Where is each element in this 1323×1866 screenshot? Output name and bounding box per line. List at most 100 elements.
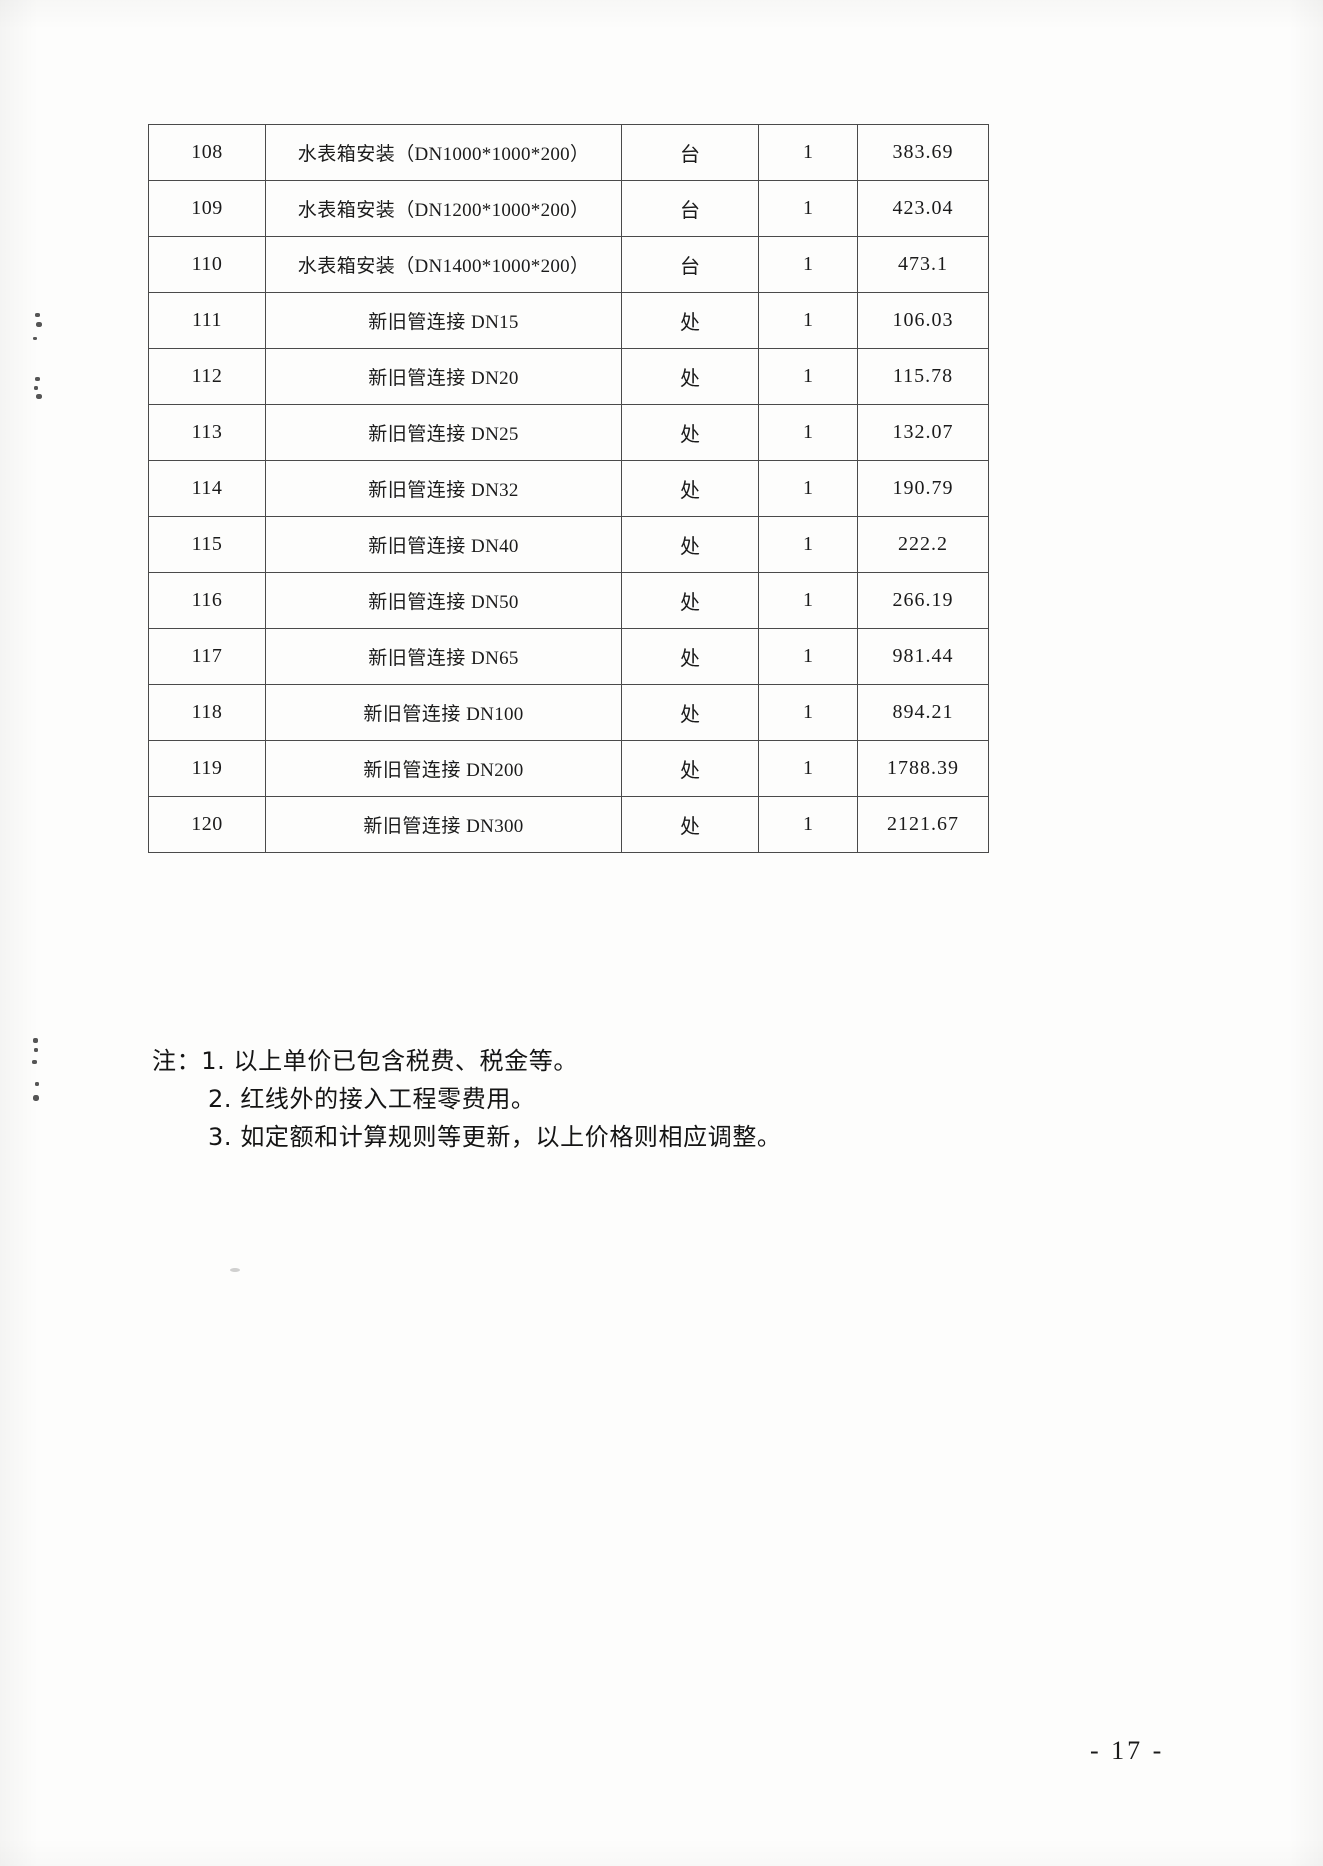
scan-artifact-smudge [230, 1268, 240, 1272]
price-table-container: 108 水表箱安装（DN1000*1000*200） 台 1 383.69 10… [148, 124, 989, 853]
description-spec: DN15 [471, 312, 519, 333]
row-description-cell: 水表箱安装（DN1200*1000*200） [265, 180, 622, 237]
row-price-cell: 1788.39 [857, 740, 989, 797]
notes-section: 注：1. 以上单价已包含税费、税金等。 2. 红线外的接入工程零费用。 3. 如… [152, 1042, 1052, 1156]
price-table: 108 水表箱安装（DN1000*1000*200） 台 1 383.69 10… [148, 124, 989, 853]
row-price-cell: 115.78 [857, 348, 989, 405]
row-quantity-cell: 1 [758, 180, 858, 237]
row-unit-cell: 处 [621, 348, 759, 405]
row-number-cell: 114 [148, 460, 266, 517]
description-spec: DN25 [471, 424, 519, 445]
row-price-cell: 383.69 [857, 124, 989, 181]
row-description-cell: 新旧管连接 DN50 [265, 572, 622, 629]
row-unit-cell: 台 [621, 236, 759, 293]
row-number-cell: 119 [148, 740, 266, 797]
row-number-cell: 117 [148, 628, 266, 685]
row-description-cell: 新旧管连接 DN15 [265, 292, 622, 349]
page-number: - 17 - [1090, 1736, 1165, 1765]
description-cjk: 水表箱安装 [297, 199, 396, 221]
description-cjk: 新旧管连接 [368, 311, 466, 333]
row-description-cell: 水表箱安装（DN1000*1000*200） [265, 124, 622, 181]
description-spec: DN100 [466, 704, 524, 725]
scan-artifact-speck [32, 1060, 37, 1064]
row-quantity-cell: 1 [758, 516, 858, 573]
row-unit-cell: 处 [621, 404, 759, 461]
row-description-cell: 新旧管连接 DN100 [265, 684, 622, 741]
table-row: 108 水表箱安装（DN1000*1000*200） 台 1 383.69 [148, 124, 989, 181]
description-cjk: 新旧管连接 [368, 647, 466, 669]
row-number-cell: 115 [148, 516, 266, 573]
row-number-cell: 118 [148, 684, 266, 741]
row-unit-cell: 处 [621, 796, 759, 853]
row-price-cell: 222.2 [857, 516, 989, 573]
row-price-cell: 106.03 [857, 292, 989, 349]
description-cjk: 新旧管连接 [368, 535, 466, 557]
description-cjk: 水表箱安装 [297, 143, 396, 165]
scan-artifact-speck [35, 377, 40, 381]
description-spec: DN300 [466, 816, 524, 837]
row-unit-cell: 处 [621, 684, 759, 741]
scan-artifact-speck [36, 394, 42, 399]
row-quantity-cell: 1 [758, 740, 858, 797]
description-cjk: 新旧管连接 [363, 703, 461, 725]
table-row: 110 水表箱安装（DN1400*1000*200） 台 1 473.1 [148, 236, 989, 293]
row-quantity-cell: 1 [758, 572, 858, 629]
note-line-1: 注：1. 以上单价已包含税费、税金等。 [152, 1047, 578, 1075]
description-cjk: 新旧管连接 [363, 815, 461, 837]
description-spec: DN50 [471, 592, 519, 613]
row-price-cell: 423.04 [857, 180, 989, 237]
row-description-cell: 新旧管连接 DN40 [265, 516, 622, 573]
row-price-cell: 266.19 [857, 572, 989, 629]
scan-artifact-speck [34, 386, 38, 390]
table-row: 117 新旧管连接 DN65 处 1 981.44 [148, 628, 989, 685]
description-spec: DN40 [471, 536, 519, 557]
scan-artifact-speck [33, 1095, 39, 1101]
table-row: 118 新旧管连接 DN100 处 1 894.21 [148, 684, 989, 741]
row-unit-cell: 处 [621, 460, 759, 517]
row-price-cell: 894.21 [857, 684, 989, 741]
description-cjk: 新旧管连接 [363, 759, 461, 781]
description-cjk: 新旧管连接 [368, 591, 466, 613]
description-cjk: 新旧管连接 [368, 479, 466, 501]
description-spec: DN32 [471, 480, 519, 501]
row-unit-cell: 处 [621, 516, 759, 573]
row-price-cell: 190.79 [857, 460, 989, 517]
description-cjk: 水表箱安装 [297, 255, 396, 277]
description-spec: （DN1200*1000*200） [395, 200, 590, 221]
description-cjk: 新旧管连接 [368, 423, 466, 445]
row-number-cell: 108 [148, 124, 266, 181]
row-quantity-cell: 1 [758, 684, 858, 741]
row-description-cell: 新旧管连接 DN20 [265, 348, 622, 405]
row-unit-cell: 台 [621, 180, 759, 237]
note-line-3: 3. 如定额和计算规则等更新，以上价格则相应调整。 [208, 1123, 782, 1151]
row-description-cell: 新旧管连接 DN65 [265, 628, 622, 685]
row-quantity-cell: 1 [758, 292, 858, 349]
row-number-cell: 113 [148, 404, 266, 461]
scan-artifact-speck [35, 313, 40, 317]
row-unit-cell: 台 [621, 124, 759, 181]
row-description-cell: 新旧管连接 DN32 [265, 460, 622, 517]
row-unit-cell: 处 [621, 628, 759, 685]
row-price-cell: 473.1 [857, 236, 989, 293]
row-number-cell: 120 [148, 796, 266, 853]
row-quantity-cell: 1 [758, 460, 858, 517]
row-quantity-cell: 1 [758, 348, 858, 405]
row-number-cell: 112 [148, 348, 266, 405]
row-unit-cell: 处 [621, 292, 759, 349]
row-description-cell: 水表箱安装（DN1400*1000*200） [265, 236, 622, 293]
table-row: 120 新旧管连接 DN300 处 1 2121.67 [148, 796, 989, 853]
row-price-cell: 981.44 [857, 628, 989, 685]
table-row: 116 新旧管连接 DN50 处 1 266.19 [148, 572, 989, 629]
table-row: 113 新旧管连接 DN25 处 1 132.07 [148, 404, 989, 461]
price-table-body: 108 水表箱安装（DN1000*1000*200） 台 1 383.69 10… [148, 124, 989, 853]
scan-artifact-speck [35, 1082, 39, 1086]
row-number-cell: 111 [148, 292, 266, 349]
row-price-cell: 2121.67 [857, 796, 989, 853]
table-row: 119 新旧管连接 DN200 处 1 1788.39 [148, 740, 989, 797]
row-quantity-cell: 1 [758, 236, 858, 293]
table-row: 114 新旧管连接 DN32 处 1 190.79 [148, 460, 989, 517]
row-quantity-cell: 1 [758, 796, 858, 853]
scan-artifact-speck [36, 322, 42, 327]
row-quantity-cell: 1 [758, 628, 858, 685]
